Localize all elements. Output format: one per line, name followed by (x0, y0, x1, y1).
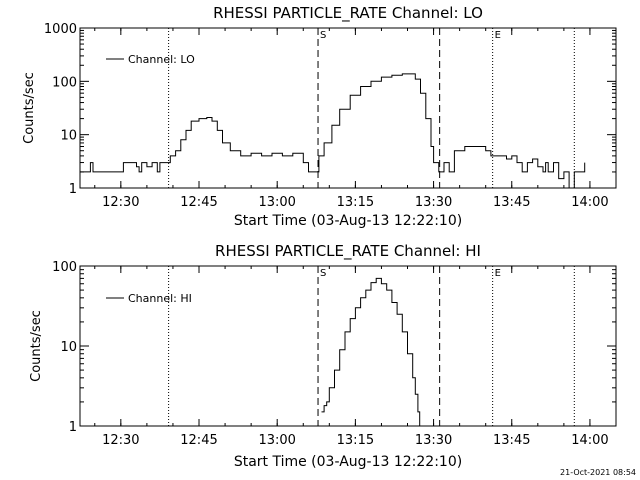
x-tick-label-lo-6: 14:00 (571, 195, 608, 210)
x-axis-label-hi: Start Time (03-Aug-13 12:22:10) (234, 454, 462, 470)
x-tick-label-lo-5: 13:45 (493, 195, 530, 210)
legend-label-lo: Channel: LO (128, 53, 195, 66)
x-tick-label-hi-1: 12:45 (180, 433, 217, 448)
x-tick-label-hi-0: 12:30 (102, 433, 139, 448)
y-axis-ticks-hi: 1 10 100 (52, 260, 616, 435)
x-tick-label-lo-3: 13:15 (337, 195, 374, 210)
x-tick-label-hi-2: 13:00 (258, 433, 295, 448)
plot-area-hi (79, 265, 617, 427)
x-tick-label-lo-2: 13:00 (258, 195, 295, 210)
y-tick-label-hi-1: 10 (60, 340, 77, 355)
y-tick-label-lo-2: 100 (52, 75, 77, 90)
marker-label-hi-3: E (495, 268, 501, 279)
series-line-hi (321, 277, 421, 426)
chart-title-lo: RHESSI PARTICLE_RATE Channel: LO (213, 4, 483, 23)
series-line-lo (80, 73, 586, 189)
y-tick-label-lo-3: 1000 (44, 22, 77, 37)
y-tick-label-hi-2: 100 (52, 260, 77, 275)
x-tick-label-lo-1: 12:45 (180, 195, 217, 210)
legend-label-hi: Channel: HI (128, 292, 192, 305)
y-tick-label-hi-0: 1 (69, 420, 77, 435)
y-tick-label-lo-0: 1 (69, 182, 77, 197)
marker-label-lo-3: E (495, 30, 501, 41)
marker-label-lo-1: S (320, 30, 326, 41)
marker-label-hi-1: S (320, 268, 326, 279)
footer-timestamp: 21-Oct-2021 08:54 (560, 468, 636, 477)
x-tick-label-hi-3: 13:15 (337, 433, 374, 448)
x-tick-label-hi-6: 14:00 (571, 433, 608, 448)
x-tick-label-lo-4: 13:30 (415, 195, 452, 210)
y-tick-label-lo-1: 10 (60, 129, 77, 144)
x-axis-ticks-lo: 12:30 12:45 13:00 13:15 13:30 13:45 14:00 (94, 28, 617, 210)
y-axis-label-lo: Counts/sec (22, 72, 37, 144)
chart-title-hi: RHESSI PARTICLE_RATE Channel: HI (215, 242, 481, 261)
x-axis-label-lo: Start Time (03-Aug-13 12:22:10) (234, 213, 462, 229)
x-tick-label-lo-0: 12:30 (102, 195, 139, 210)
plot-area-lo (79, 27, 617, 189)
y-axis-label-hi: Counts/sec (29, 310, 44, 382)
x-tick-label-hi-4: 13:30 (415, 433, 452, 448)
y-axis-ticks-lo: 1 10 100 1000 (44, 22, 616, 197)
x-tick-label-hi-5: 13:45 (493, 433, 530, 448)
x-axis-ticks-hi: 12:30 12:45 13:00 13:15 13:30 13:45 14:00 (94, 266, 617, 448)
